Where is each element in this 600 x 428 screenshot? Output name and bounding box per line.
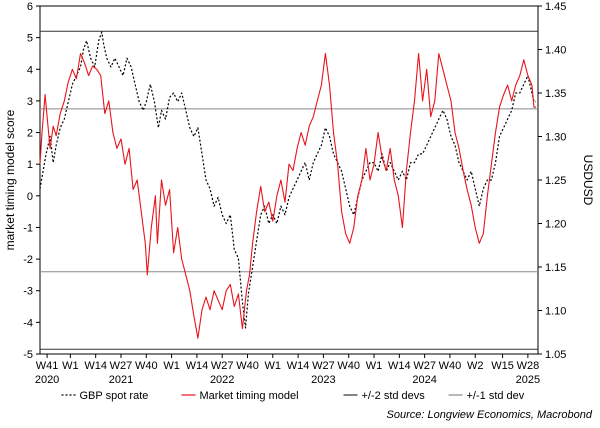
x-tick-label: W1 <box>163 360 180 372</box>
left-tick-label: -4 <box>23 317 33 329</box>
x-tick-label: W41 <box>36 360 59 372</box>
left-tick-label: 3 <box>27 96 33 108</box>
x-tick-label: W27 <box>413 360 436 372</box>
series-layer <box>39 31 536 339</box>
legend-label: Market timing model <box>200 390 299 402</box>
right-tick-label: 1.35 <box>545 88 566 100</box>
x-tick-label: W14 <box>84 360 107 372</box>
x-tick-label: W15 <box>491 360 514 372</box>
left-tick-label: -2 <box>23 254 33 266</box>
x-tick-label: W40 <box>236 360 259 372</box>
right-tick-label: 1.20 <box>545 219 566 231</box>
x-year-label: 2024 <box>412 374 436 386</box>
x-tick-label: W28 <box>517 360 540 372</box>
right-tick-label: 1.45 <box>545 1 566 13</box>
x-year-label: 2025 <box>516 374 540 386</box>
x-tick-label: W40 <box>135 360 158 372</box>
left-tick-label: 0 <box>27 191 33 203</box>
plot-frame <box>39 5 539 355</box>
right-axis: 1.05 1.10 1.15 1.20 1.25 1.30 1.35 1.40 1.45 <box>538 1 566 361</box>
right-tick-label: 1.15 <box>545 262 566 274</box>
left-tick-label: -1 <box>23 222 33 234</box>
legend-label: +/-1 std dev <box>467 390 525 402</box>
left-axis: -5 -4 -3 -2 -1 0 1 2 3 4 5 6 <box>23 1 40 361</box>
series-line-market-timing-model <box>39 52 536 339</box>
x-year-label: 2021 <box>109 374 133 386</box>
right-tick-label: 1.40 <box>545 45 566 57</box>
left-tick-label: 4 <box>27 64 33 76</box>
left-tick-label: -5 <box>23 349 33 361</box>
x-year-label: 2020 <box>35 374 59 386</box>
x-tick-label: W14 <box>287 360 310 372</box>
left-tick-label: 6 <box>27 1 33 13</box>
x-year-label: 2022 <box>210 374 234 386</box>
x-tick-label: W27 <box>110 360 133 372</box>
reference-lines <box>40 30 538 350</box>
x-tick-label: W40 <box>337 360 360 372</box>
x-tick-label: W1 <box>62 360 79 372</box>
right-tick-label: 1.10 <box>545 306 566 318</box>
left-axis-title: market timing model score <box>3 109 17 250</box>
series-line-gbp-spot-rate <box>39 31 536 329</box>
x-tick-label: W27 <box>211 360 234 372</box>
right-tick-label: 1.25 <box>545 175 566 187</box>
x-tick-label: W14 <box>388 360 411 372</box>
source-note: Source: Longview Economics, Macrobond <box>387 409 593 421</box>
x-tick-label: W40 <box>439 360 462 372</box>
legend-label: GBP spot rate <box>80 390 149 402</box>
x-tick-label: W1 <box>265 360 282 372</box>
right-tick-label: 1.30 <box>545 132 566 144</box>
legend-label: +/-2 std devs <box>362 390 426 402</box>
x-axis: W41 W1 W14 W27 W40 W1 W14 W27 W40 W1 W14 W27 W40 W1 W1… <box>35 354 540 386</box>
left-tick-label: 2 <box>27 128 33 140</box>
legend: GBP spot rate Market timing model +/-2 std… <box>61 390 525 402</box>
right-tick-label: 1.05 <box>545 349 566 361</box>
x-year-label: 2023 <box>311 374 335 386</box>
left-tick-label: 1 <box>27 159 33 171</box>
left-tick-label: 5 <box>27 33 33 45</box>
x-tick-label: W1 <box>366 360 383 372</box>
right-axis-title: USDUSD <box>581 155 595 206</box>
x-tick-label: W27 <box>312 360 335 372</box>
x-tick-label: W2 <box>467 360 484 372</box>
left-tick-label: -3 <box>23 286 33 298</box>
x-tick-label: W14 <box>186 360 209 372</box>
